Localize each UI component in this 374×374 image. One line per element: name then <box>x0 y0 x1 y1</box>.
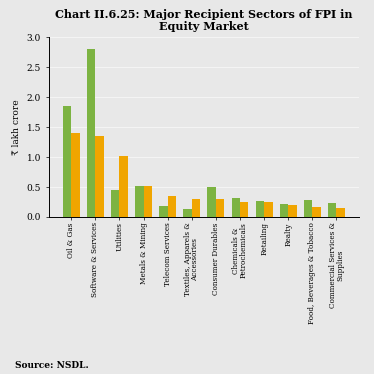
Bar <box>87 49 95 217</box>
Bar <box>144 186 152 217</box>
Bar <box>208 187 216 217</box>
Bar <box>119 156 128 217</box>
Text: Source: NSDL.: Source: NSDL. <box>15 361 89 370</box>
Bar <box>159 206 168 217</box>
Title: Chart II.6.25: Major Recipient Sectors of FPI in
Equity Market: Chart II.6.25: Major Recipient Sectors o… <box>55 9 353 33</box>
Bar <box>232 198 240 217</box>
Bar <box>337 208 345 217</box>
Bar <box>280 204 288 217</box>
Bar <box>328 203 337 217</box>
Bar <box>240 202 248 217</box>
Bar <box>312 207 321 217</box>
Bar <box>71 133 80 217</box>
Bar <box>135 186 144 217</box>
Bar <box>95 136 104 217</box>
Bar <box>304 200 312 217</box>
Bar <box>168 196 176 217</box>
Bar <box>288 205 297 217</box>
Bar <box>256 201 264 217</box>
Bar <box>216 199 224 217</box>
Bar <box>192 199 200 217</box>
Bar <box>63 106 71 217</box>
Bar <box>183 209 192 217</box>
Y-axis label: ₹ lakh crore: ₹ lakh crore <box>12 99 21 155</box>
Bar <box>264 202 273 217</box>
Bar <box>111 190 119 217</box>
